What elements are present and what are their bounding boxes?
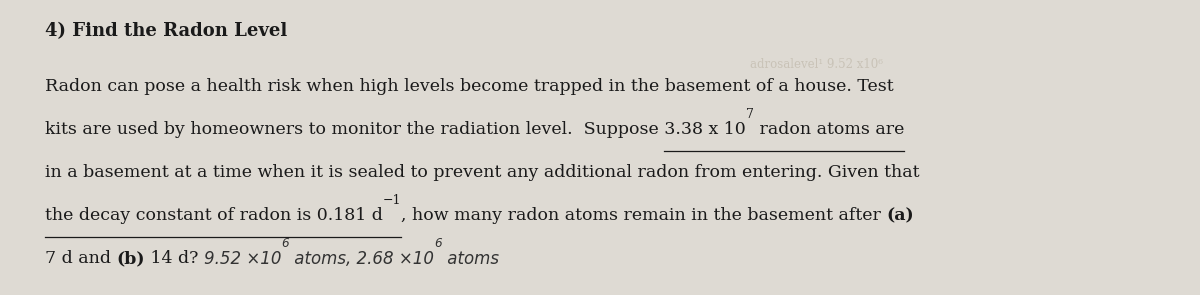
Text: (b): (b) [116, 250, 145, 267]
Text: (a): (a) [887, 207, 914, 224]
Text: adrosalevel¹ 9.52 x10⁶: adrosalevel¹ 9.52 x10⁶ [750, 58, 883, 71]
Text: 7 d and: 7 d and [46, 250, 116, 267]
Text: 7: 7 [745, 108, 754, 121]
Text: atoms: atoms [442, 250, 499, 268]
Text: 14 d?: 14 d? [145, 250, 204, 267]
Text: 6: 6 [434, 237, 442, 250]
Text: radon atoms are: radon atoms are [754, 121, 904, 138]
Text: 9.52 ×10: 9.52 ×10 [204, 250, 281, 268]
Text: atoms, 2.68 ×10: atoms, 2.68 ×10 [289, 250, 434, 268]
Text: the decay constant of radon is 0.181 d: the decay constant of radon is 0.181 d [46, 207, 383, 224]
Text: in a basement at a time when it is sealed to prevent any additional radon from e: in a basement at a time when it is seale… [46, 164, 919, 181]
Text: −1: −1 [383, 194, 401, 207]
Text: Radon can pose a health risk when high levels become trapped in the basement of : Radon can pose a health risk when high l… [46, 78, 894, 95]
Text: , how many radon atoms remain in the basement after: , how many radon atoms remain in the bas… [401, 207, 887, 224]
Text: 6: 6 [281, 237, 289, 250]
Text: 4) Find the Radon Level: 4) Find the Radon Level [46, 22, 287, 40]
Text: kits are used by homeowners to monitor the radiation level.  Suppose 3.38 x 10: kits are used by homeowners to monitor t… [46, 121, 745, 138]
